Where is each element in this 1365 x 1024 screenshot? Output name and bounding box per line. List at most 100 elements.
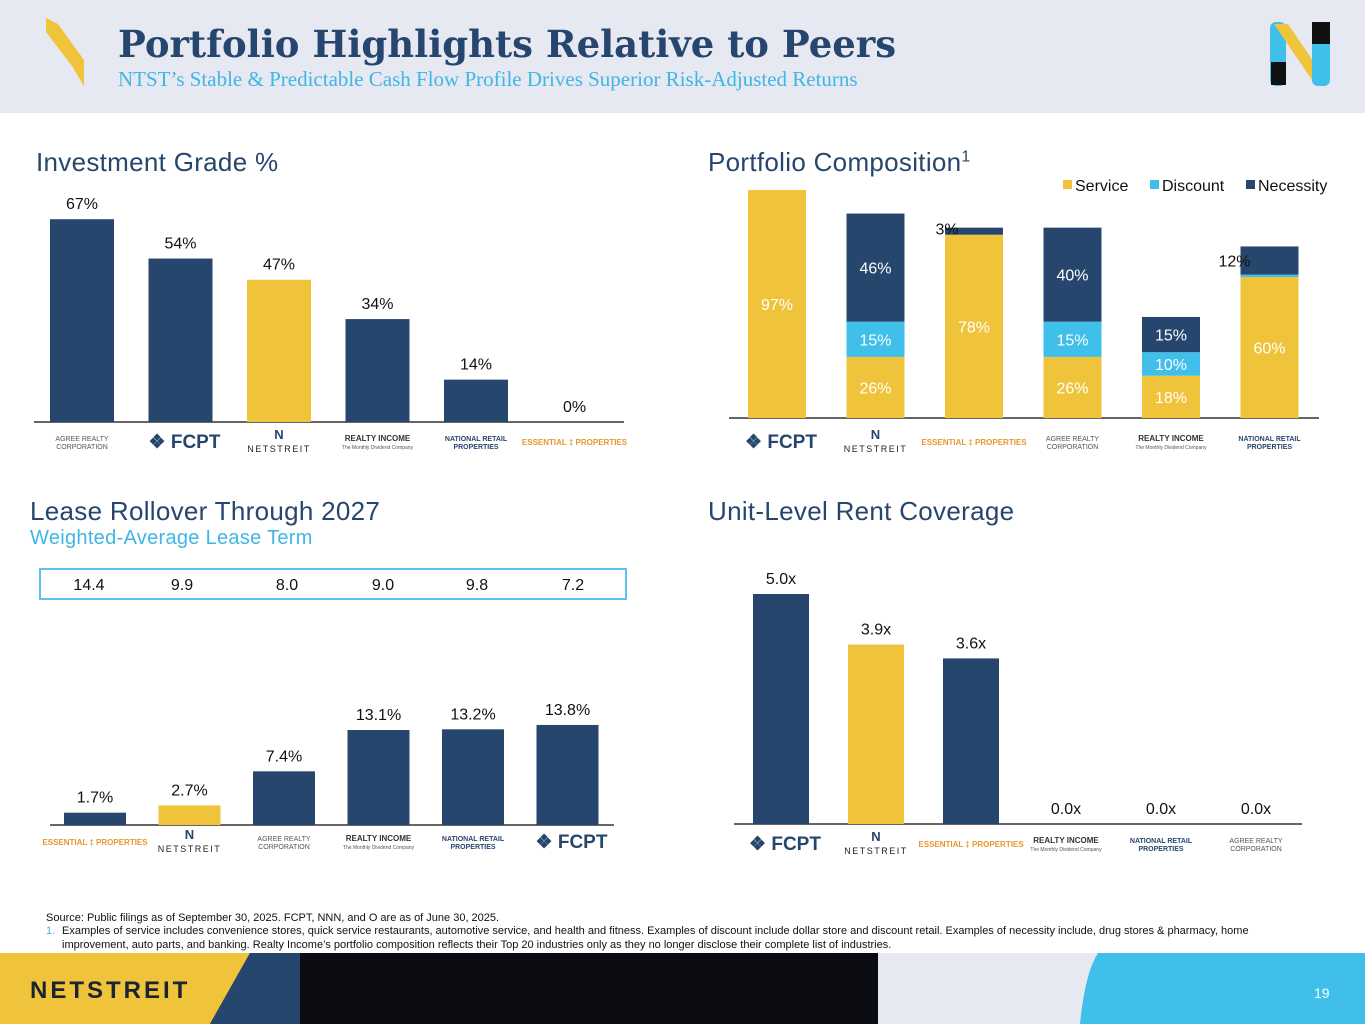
stacked-segment — [846, 213, 905, 322]
data-label: 67% — [66, 196, 98, 213]
legend-label: Necessity — [1258, 178, 1327, 195]
data-label: 15% — [1155, 328, 1187, 345]
data-label: 60% — [1253, 341, 1285, 358]
fcpt-logo: ❖ FCPT — [149, 432, 221, 453]
bar — [50, 219, 114, 422]
national-retail-logo: NATIONAL RETAIL — [1238, 436, 1301, 443]
data-label: 3.9x — [861, 622, 891, 639]
national-retail-logo-line: PROPERTIES — [450, 844, 495, 851]
footnote-line: improvement, auto parts, and banking. Re… — [62, 939, 892, 951]
netstreit-logo: NETSTREIT — [247, 444, 311, 454]
legend-label: Service — [1075, 178, 1128, 195]
national-retail-logo-line: PROPERTIES — [1138, 846, 1183, 853]
stacked-segment — [748, 190, 806, 418]
data-label: 0.0x — [1241, 801, 1271, 818]
essential-properties-logo: ESSENTIAL ‡ PROPERTIES — [42, 838, 148, 847]
agree-realty-logo: AGREE REALTY — [1229, 838, 1282, 845]
agree-realty-logo-line: CORPORATION — [258, 844, 310, 851]
data-label: 0% — [563, 399, 586, 416]
stacked-segment — [945, 234, 1003, 418]
bar — [848, 644, 904, 824]
agree-realty-logo: AGREE REALTY — [257, 836, 310, 843]
data-label: 78% — [958, 319, 990, 336]
stacked-segment — [1240, 274, 1299, 277]
realty-income-tagline: The Monthly Dividend Company — [1030, 847, 1102, 853]
stacked-segment — [1240, 246, 1299, 275]
data-label: 3.6x — [956, 635, 986, 652]
wale-box — [39, 568, 627, 600]
data-label: 26% — [1056, 380, 1088, 397]
data-label: 13.8% — [545, 702, 590, 719]
data-label: 15% — [859, 332, 891, 349]
fcpt-logo: ❖ FCPT — [745, 432, 817, 453]
data-label: 13.1% — [356, 707, 401, 724]
data-label: 13.2% — [450, 706, 495, 723]
bar — [347, 730, 410, 825]
data-label: 3% — [935, 222, 958, 239]
netstreit-logo-mark: N — [185, 827, 194, 842]
national-retail-logo: NATIONAL RETAIL — [445, 436, 508, 443]
stacked-segment — [1142, 352, 1200, 376]
agree-realty-logo: AGREE REALTY — [55, 436, 108, 443]
agree-realty-logo-line: CORPORATION — [1230, 846, 1282, 853]
national-retail-logo: NATIONAL RETAIL — [1130, 838, 1193, 845]
realty-income-logo: REALTY INCOME — [1138, 434, 1204, 443]
bar — [444, 379, 508, 422]
portfolio-composition-title: Portfolio Composition1 — [708, 147, 971, 177]
data-label: 47% — [263, 257, 295, 274]
lease-rollover-title: Lease Rollover Through 2027 — [30, 496, 381, 526]
footer-band — [0, 953, 1365, 1024]
fcpt-logo: ❖ FCPT — [536, 832, 608, 853]
data-label: 0.0x — [1146, 801, 1176, 818]
data-label: 10% — [1155, 357, 1187, 374]
agree-realty-logo: AGREE REALTY — [1046, 436, 1099, 443]
national-retail-logo-line: PROPERTIES — [1247, 444, 1292, 451]
bar — [148, 258, 213, 422]
essential-properties-logo: ESSENTIAL ‡ PROPERTIES — [921, 438, 1027, 447]
bar — [442, 729, 504, 825]
legend-swatch — [1063, 180, 1072, 189]
legend-swatch — [1246, 180, 1255, 189]
stacked-segment — [846, 321, 905, 357]
netstreit-logo-mark: N — [871, 427, 880, 442]
netstreit-logo: NETSTREIT — [158, 844, 222, 854]
data-label: 46% — [859, 261, 891, 278]
wale-value: 9.9 — [170, 577, 194, 594]
data-label: 54% — [164, 236, 196, 253]
essential-properties-logo: ESSENTIAL ‡ PROPERTIES — [918, 840, 1024, 849]
stacked-segment — [1043, 356, 1102, 418]
agree-realty-logo-line: CORPORATION — [1047, 444, 1099, 451]
stacked-segment — [1043, 321, 1102, 357]
bar — [253, 771, 315, 825]
legend-swatch — [1150, 180, 1159, 189]
realty-income-tagline: The Monthly Dividend Company — [1135, 445, 1207, 451]
stacked-segment — [1142, 316, 1200, 353]
netstreit-logo: NETSTREIT — [844, 444, 908, 454]
stacked-segment — [1142, 375, 1200, 418]
essential-properties-logo: ESSENTIAL ‡ PROPERTIES — [522, 438, 628, 447]
stacked-segment — [1043, 227, 1102, 322]
netstreit-logo: NETSTREIT — [844, 846, 908, 856]
page-title: Portfolio Highlights Relative to Peers — [118, 22, 897, 66]
realty-income-tagline: The Monthly Dividend Company — [342, 445, 414, 451]
data-label: 12% — [1218, 253, 1250, 270]
data-label: 5.0x — [766, 571, 796, 588]
footnote-number: 1. — [46, 925, 56, 937]
data-label: 2.7% — [171, 782, 207, 799]
lease-rollover-subtitle: Weighted-Average Lease Term — [30, 527, 313, 549]
realty-income-tagline: The Monthly Dividend Company — [343, 845, 415, 851]
wale-value: 9.8 — [465, 577, 489, 594]
wale-value: 8.0 — [275, 577, 299, 594]
data-label: 40% — [1056, 268, 1088, 285]
bar — [158, 805, 221, 825]
header-band — [0, 0, 1365, 113]
realty-income-logo: REALTY INCOME — [345, 434, 411, 443]
data-label: 15% — [1056, 332, 1088, 349]
bar — [943, 658, 999, 824]
netstreit-logo-mark: N — [274, 427, 283, 442]
bar — [247, 279, 311, 422]
wale-value: 9.0 — [371, 577, 395, 594]
stacked-segment — [846, 356, 905, 418]
page-subtitle: NTST’s Stable & Predictable Cash Flow Pr… — [118, 67, 858, 91]
